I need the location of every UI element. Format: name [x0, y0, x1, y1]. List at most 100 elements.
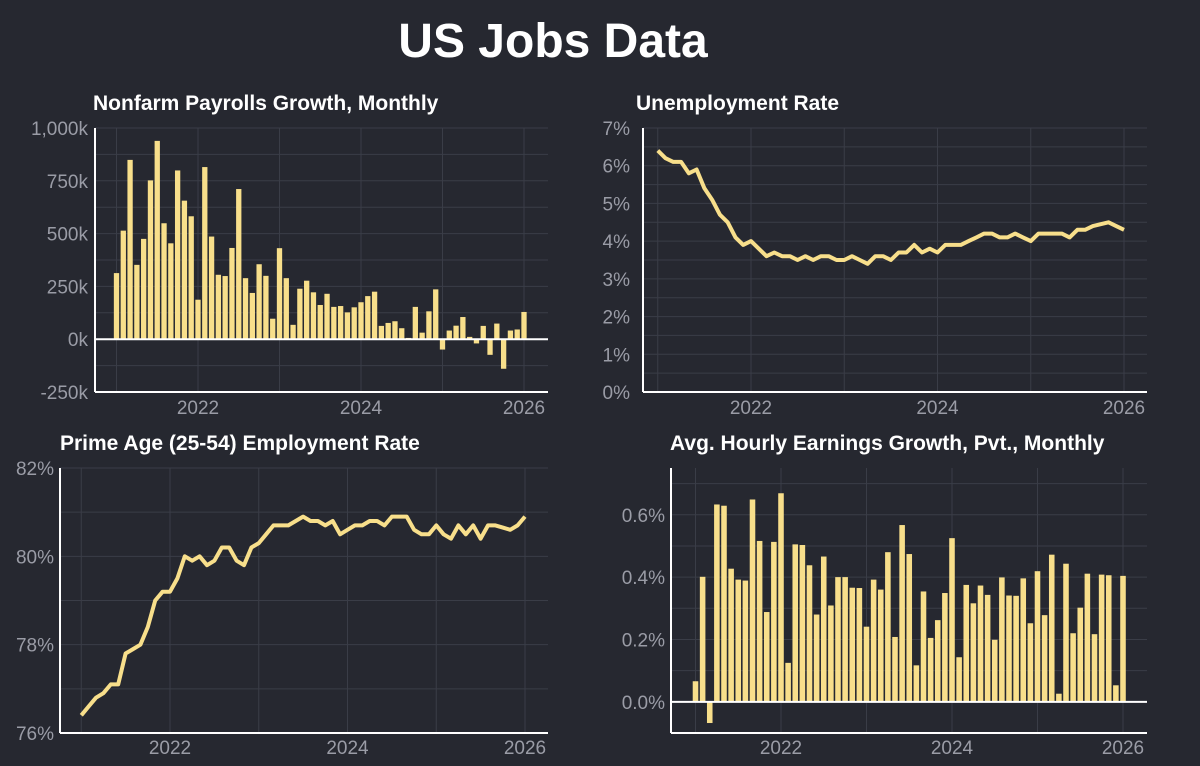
y-tick-label: 500k	[47, 225, 89, 246]
series-line	[79, 514, 527, 717]
bar-2021-07	[735, 579, 742, 702]
bar-2023-09	[331, 306, 337, 340]
bar-2025-06	[1070, 633, 1076, 702]
bar-2022-06	[229, 247, 235, 340]
bar-2024-05	[385, 322, 391, 340]
x-tick-label: 2022	[149, 738, 191, 759]
bar-2024-04	[970, 603, 977, 702]
bar-2024-09	[412, 306, 418, 340]
bar-2021-02	[699, 576, 706, 702]
bar-2023-04	[885, 552, 891, 702]
bar-2022-01	[195, 299, 201, 340]
bar-2021-03	[706, 701, 713, 724]
bar-2025-05	[1063, 563, 1069, 702]
bar-2024-01	[358, 302, 364, 340]
bar-2024-06	[392, 321, 398, 340]
y-tick-label: 80%	[16, 547, 54, 568]
bar-2025-05	[467, 336, 473, 340]
bar-2024-11	[1020, 578, 1027, 702]
bar-2024-10	[419, 332, 425, 340]
bar-2021-10	[756, 540, 763, 702]
bar-2022-02	[785, 662, 791, 702]
y-tick-label: 1,000k	[31, 119, 89, 140]
bar-2024-09	[1006, 595, 1012, 702]
bar-2023-11	[934, 620, 941, 702]
bar-2024-02	[365, 296, 371, 340]
bar-2022-05	[222, 276, 228, 340]
x-tick-label: 2022	[177, 398, 219, 419]
bar-2021-05	[141, 238, 147, 340]
bar-2022-06	[813, 614, 820, 702]
y-tick-label: 3%	[603, 270, 631, 291]
bar-2021-10	[174, 170, 181, 340]
bar-2024-12	[433, 289, 439, 340]
bar-2025-04	[460, 317, 466, 340]
bar-2023-06	[310, 292, 317, 340]
bar-2025-10	[1098, 574, 1105, 702]
bar-2022-08	[242, 278, 249, 340]
bar-2022-10	[842, 577, 848, 702]
bar-2023-03	[290, 324, 296, 340]
bar-2021-03	[127, 159, 133, 340]
bar-2023-09	[920, 591, 927, 702]
bar-2023-02	[870, 579, 877, 702]
bar-2025-07	[1077, 607, 1084, 702]
bar-2023-03	[877, 589, 884, 702]
bar-2023-10	[927, 637, 934, 702]
bar-2024-03	[963, 584, 970, 702]
x-tick-label: 2024	[931, 738, 974, 759]
x-tick-label: 2022	[730, 398, 772, 419]
hourly-earnings-chart: Avg. Hourly Earnings Growth, Pvt., Month…	[622, 432, 1147, 759]
bar-2023-01	[276, 248, 283, 340]
y-tick-label: 0k	[68, 330, 89, 351]
bar-2024-02	[956, 657, 962, 702]
series-line	[656, 149, 1125, 266]
bar-2022-04	[799, 545, 806, 702]
bar-2025-03	[1048, 554, 1055, 702]
bar-2025-09	[494, 323, 500, 340]
bar-2021-11	[763, 612, 770, 702]
chart-title: Unemployment Rate	[636, 92, 839, 115]
x-tick-label: 2026	[1103, 398, 1145, 419]
bar-2021-05	[721, 505, 727, 702]
bar-2026-01	[1120, 575, 1126, 702]
x-tick-label: 2024	[916, 398, 959, 419]
bar-2024-01	[949, 538, 955, 702]
bar-2025-11	[1105, 575, 1112, 702]
y-tick-label: 250k	[47, 277, 89, 298]
bar-2025-08	[1084, 573, 1091, 702]
bar-2023-05	[892, 636, 898, 702]
bar-2025-09	[1091, 634, 1098, 702]
bar-2026-01	[521, 311, 527, 340]
bar-2024-11	[426, 311, 432, 340]
bar-2021-08	[161, 223, 167, 340]
x-tick-label: 2022	[760, 738, 802, 759]
x-tick-label: 2024	[326, 738, 369, 759]
x-tick-label: 2024	[340, 398, 383, 419]
bar-2022-03	[792, 544, 799, 702]
bar-2025-11	[507, 330, 514, 340]
bar-2025-01	[439, 339, 446, 350]
bar-2022-11	[849, 587, 856, 702]
bar-2023-08	[324, 293, 330, 340]
bar-2025-10	[500, 339, 507, 369]
bar-2024-03	[371, 291, 378, 340]
bar-2022-04	[215, 274, 222, 340]
bar-2025-06	[473, 339, 480, 344]
y-tick-label: 2%	[603, 308, 631, 329]
bar-2024-07	[991, 639, 998, 702]
bar-2023-12	[942, 593, 948, 702]
y-tick-label: 4%	[603, 232, 631, 253]
bar-2023-10	[337, 306, 344, 340]
bar-2021-08	[742, 580, 749, 702]
bar-2022-09	[835, 577, 841, 702]
y-tick-label: 0.6%	[622, 506, 665, 527]
x-tick-label: 2026	[1102, 738, 1144, 759]
bar-2021-09	[168, 243, 174, 340]
bar-2024-05	[977, 585, 984, 702]
y-tick-label: 76%	[16, 724, 54, 745]
bar-2024-06	[984, 594, 991, 702]
bar-2021-09	[749, 499, 756, 702]
bar-2024-04	[378, 325, 385, 340]
